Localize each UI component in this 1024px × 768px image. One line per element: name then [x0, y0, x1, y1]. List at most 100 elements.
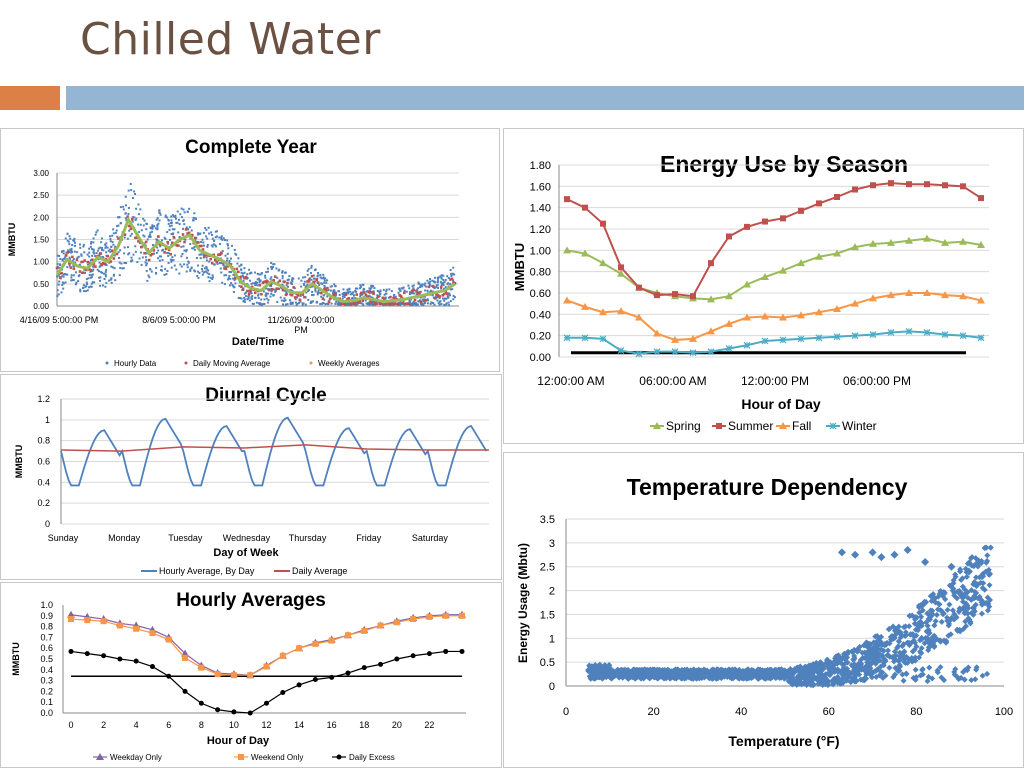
- x-tick-label: Friday: [356, 533, 382, 543]
- scatter-point: [943, 639, 950, 646]
- hourly-data-point: [226, 242, 229, 245]
- hourly-data-point: [228, 270, 231, 273]
- hourly-data-point: [241, 274, 244, 277]
- hourly-data-point: [417, 282, 420, 285]
- scatter-point: [979, 585, 986, 592]
- hourly-data-point: [114, 279, 117, 282]
- scatter-point: [728, 675, 735, 682]
- hourly-data-point: [146, 279, 149, 282]
- scatter-point: [840, 653, 847, 660]
- hourly-data-point: [148, 235, 151, 238]
- hourly-data-point: [294, 298, 297, 301]
- daily-moving-average-point: [436, 293, 440, 297]
- hourly-data-point: [412, 287, 415, 290]
- x-tick-label: PM: [294, 325, 308, 335]
- hourly-data-point: [359, 284, 362, 287]
- daily-moving-average-point: [266, 280, 269, 283]
- hourly-data-point: [257, 293, 260, 296]
- hourly-data-point: [101, 284, 104, 287]
- hourly-data-point: [146, 238, 149, 241]
- hourly-data-point: [201, 270, 204, 273]
- y-tick-label: 0.5: [540, 657, 555, 669]
- daily-moving-average-point: [424, 299, 428, 302]
- hourly-data-point: [452, 294, 455, 297]
- hourly-data-point: [67, 240, 70, 243]
- hourly-data-point: [272, 293, 275, 296]
- daily-moving-average-point: [127, 224, 131, 228]
- scatter-point: [621, 667, 628, 674]
- hourly-data-point: [335, 300, 338, 303]
- hourly-data-point: [211, 274, 214, 277]
- scatter-point: [925, 611, 932, 618]
- scatter-point: [873, 654, 880, 661]
- hourly-data-point: [222, 237, 225, 240]
- x-tick-label: Tuesday: [168, 533, 203, 543]
- hourly-data-point: [318, 284, 321, 287]
- hourly-data-point: [166, 251, 169, 254]
- hourly-data-point: [307, 289, 310, 292]
- daily-moving-average-point: [213, 258, 217, 262]
- hourly-data-point: [310, 266, 313, 269]
- scatter-point: [662, 670, 669, 677]
- data-point-summer: [906, 181, 912, 188]
- hourly-data-point: [124, 195, 127, 198]
- hourly-data-point: [441, 297, 444, 300]
- data-point-winter: [725, 345, 733, 352]
- legend-label: Summer: [728, 419, 773, 433]
- daily-moving-average-point: [210, 261, 214, 265]
- hourly-data-point: [251, 297, 254, 300]
- hourly-data-point: [97, 247, 100, 250]
- hourly-data-point: [270, 265, 273, 268]
- hourly-data-point: [366, 303, 369, 306]
- scatter-point: [595, 662, 602, 669]
- hourly-data-point: [182, 219, 185, 222]
- hourly-data-point: [310, 278, 313, 281]
- hourly-data-point: [130, 189, 133, 192]
- scatter-point: [913, 632, 920, 639]
- hourly-data-point: [372, 302, 375, 305]
- scatter-point: [586, 662, 593, 669]
- data-point-fall: [761, 312, 769, 320]
- hourly-data-point: [147, 274, 150, 277]
- hourly-data-point: [71, 259, 74, 262]
- hourly-data-point: [134, 245, 137, 248]
- hourly-average-line: [60, 416, 488, 487]
- hourly-data-point: [105, 245, 108, 248]
- hourly-data-point: [188, 207, 191, 210]
- hourly-data-point: [272, 266, 275, 269]
- hourly-data-point: [423, 284, 426, 287]
- data-point: [393, 619, 400, 626]
- hourly-data-point: [291, 280, 294, 283]
- daily-moving-average-point: [243, 276, 246, 280]
- hourly-data-point: [82, 287, 85, 290]
- daily-moving-average-point: [123, 233, 126, 237]
- hourly-data-point: [295, 296, 298, 299]
- daily-moving-average-point: [197, 241, 200, 244]
- hourly-data-point: [329, 285, 332, 288]
- hourly-data-point: [273, 263, 276, 266]
- hourly-data-point: [206, 244, 209, 247]
- scatter-point: [946, 601, 953, 608]
- hourly-data-point: [343, 294, 346, 297]
- hourly-data-point: [398, 287, 401, 290]
- hourly-data-point: [180, 265, 183, 268]
- scatter-point: [877, 663, 884, 670]
- hourly-data-point: [264, 274, 267, 277]
- hourly-data-point: [118, 216, 121, 219]
- daily-moving-average-point: [276, 287, 280, 291]
- hourly-data-point: [208, 273, 211, 276]
- scatter-point: [610, 668, 617, 675]
- daily-moving-average-point: [306, 280, 309, 283]
- data-point-spring: [743, 280, 751, 288]
- hourly-data-point: [79, 290, 82, 293]
- daily-moving-average-point: [381, 296, 385, 300]
- scatter-point: [795, 680, 802, 687]
- hourly-data-point: [109, 238, 112, 241]
- scatter-point: [755, 675, 762, 682]
- daily-moving-average-point: [250, 285, 254, 289]
- scatter-point: [645, 674, 652, 681]
- x-axis-label: Hour of Day: [207, 735, 270, 747]
- hourly-data-point: [346, 302, 349, 305]
- scatter-point: [902, 632, 909, 639]
- scatter-point: [925, 673, 932, 680]
